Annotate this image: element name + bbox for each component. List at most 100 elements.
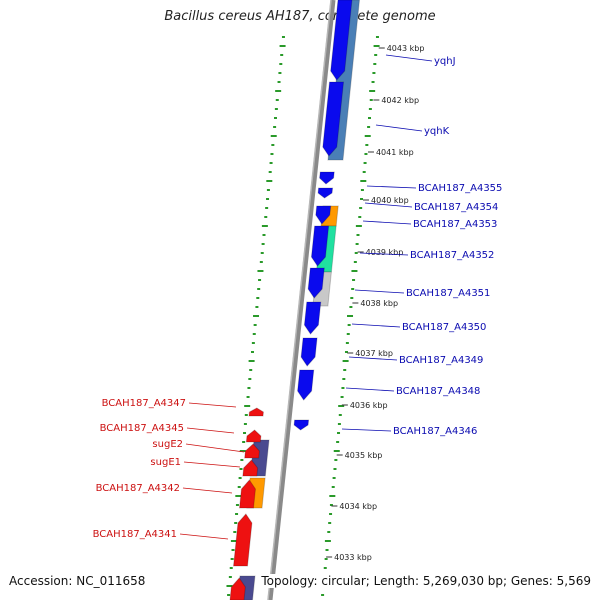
forward-gene-arrow xyxy=(310,225,330,267)
gene-leader-line xyxy=(183,461,241,468)
gc-dot xyxy=(237,486,241,488)
gc-dot xyxy=(251,342,255,344)
forward-gene-arrow xyxy=(319,171,335,185)
gc-dot xyxy=(257,288,261,290)
gc-dot xyxy=(231,549,235,551)
gc-dot xyxy=(262,234,266,236)
gc-dot xyxy=(346,333,350,335)
gc-dot xyxy=(338,405,345,407)
gc-dot xyxy=(264,216,268,218)
gc-dot xyxy=(369,99,373,101)
gc-dot xyxy=(233,531,237,533)
gene-label-reverse: sugE2 xyxy=(152,439,183,450)
gc-dot xyxy=(281,36,285,38)
reverse-gene-arrow xyxy=(248,407,264,417)
gc-dot xyxy=(256,297,260,299)
gc-dot xyxy=(242,441,246,443)
gc-dot xyxy=(277,81,281,83)
forward-gene-arrow xyxy=(297,369,315,401)
gc-dot xyxy=(324,540,331,542)
kbp-tick-label: 4042 kbp xyxy=(381,96,419,105)
reverse-gene-arrow xyxy=(238,479,256,509)
gc-dot xyxy=(364,135,371,137)
gc-dot xyxy=(261,225,268,227)
reverse-gene-arrow xyxy=(242,459,259,477)
gc-dot xyxy=(338,414,342,416)
gc-dot xyxy=(355,225,362,227)
gc-dot xyxy=(342,378,346,380)
gene-label-forward: BCAH187_A4355 xyxy=(418,183,502,194)
gc-dot xyxy=(371,81,375,83)
gene-leader-line xyxy=(341,428,392,432)
gc-dot xyxy=(280,54,284,56)
gc-dot xyxy=(230,540,237,542)
gc-dot xyxy=(275,99,279,101)
gc-dot xyxy=(266,198,270,200)
gc-dot xyxy=(340,396,344,398)
gene-leader-line xyxy=(348,356,398,361)
gene-leader-line xyxy=(359,252,409,256)
gc-dot xyxy=(353,261,357,263)
gene-leader-line xyxy=(375,124,423,132)
gene-label-forward: BCAH187_A4353 xyxy=(413,219,497,230)
gc-dot xyxy=(266,180,273,182)
gene-label-reverse: BCAH187_A4342 xyxy=(96,483,180,494)
gc-dot xyxy=(327,531,331,533)
gc-dot xyxy=(244,414,248,416)
gc-dot xyxy=(369,90,376,92)
gc-dot xyxy=(336,441,340,443)
gc-dot xyxy=(356,234,360,236)
forward-gene-arrow xyxy=(330,0,353,81)
gene-label-forward: BCAH187_A4352 xyxy=(410,250,494,261)
gc-dot xyxy=(372,72,376,74)
reverse-gene-arrow xyxy=(245,429,262,443)
gene-leader-line xyxy=(185,443,245,453)
gc-dot xyxy=(250,351,254,353)
gc-dot xyxy=(271,144,275,146)
gc-dot xyxy=(333,468,337,470)
gc-dot xyxy=(360,198,364,200)
gc-dot xyxy=(244,405,251,407)
accession-text: Accession: NC_011658 xyxy=(9,574,146,588)
gc-dot xyxy=(243,423,247,425)
genome-backbone xyxy=(267,0,336,600)
gc-dot xyxy=(360,180,367,182)
gc-dot xyxy=(367,117,371,119)
gc-dot xyxy=(347,324,351,326)
gc-dot xyxy=(364,153,368,155)
gc-dot xyxy=(227,594,231,596)
gc-dot xyxy=(332,477,336,479)
gc-dot xyxy=(260,252,264,254)
gene-label-reverse: BCAH187_A4345 xyxy=(100,423,184,434)
kbp-tick-label: 4041 kbp xyxy=(376,148,414,157)
gene-label-forward: BCAH187_A4354 xyxy=(414,202,498,213)
gc-dot xyxy=(358,216,362,218)
gc-dot xyxy=(328,522,332,524)
gc-dot xyxy=(365,144,369,146)
gene-label-forward: BCAH187_A4349 xyxy=(399,355,483,366)
gc-dot xyxy=(279,45,286,47)
forward-gene-arrow xyxy=(322,81,345,157)
forward-gene-arrow xyxy=(303,301,322,335)
kbp-tick-label: 4043 kbp xyxy=(387,44,425,53)
gene-labels: yqhJ yqhK BCAH187_A4355 BCAH187_A4354 BCAH18… xyxy=(93,54,502,540)
gene-leader-line xyxy=(354,289,405,294)
gc-dot xyxy=(270,153,274,155)
gc-dot xyxy=(362,171,366,173)
gc-dot xyxy=(240,459,244,461)
gc-dot xyxy=(367,126,371,128)
gc-dot xyxy=(343,369,347,371)
gc-dot xyxy=(325,549,329,551)
gc-content-dots xyxy=(226,36,380,596)
gene-leader-line xyxy=(351,323,401,328)
gc-dot xyxy=(354,252,358,254)
gc-dot xyxy=(257,270,264,272)
gene-leader-line xyxy=(366,185,417,189)
gc-dot xyxy=(363,162,367,164)
gc-dot xyxy=(253,324,257,326)
gene-label-forward: yqhJ xyxy=(434,56,456,67)
gc-dot xyxy=(228,576,232,578)
gc-dot xyxy=(269,162,273,164)
kbp-tick-label: 4034 kbp xyxy=(339,502,377,511)
